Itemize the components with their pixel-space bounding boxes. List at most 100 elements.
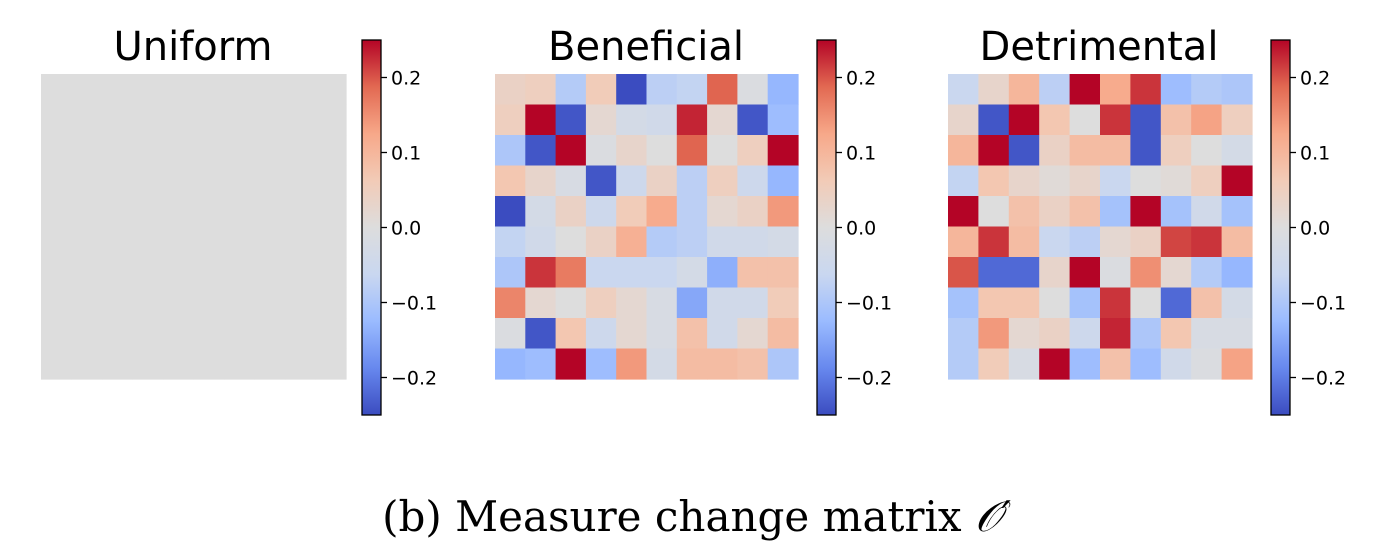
heatmap-cell (1221, 104, 1253, 136)
heatmap-cell (1008, 135, 1040, 167)
heatmap-cell (676, 196, 708, 228)
heatmap-cell (71, 257, 103, 289)
heatmap-cell (1008, 104, 1040, 136)
heatmap-cell (646, 318, 678, 350)
heatmap-cell (555, 348, 587, 380)
heatmap-cell (676, 104, 708, 136)
colorbar-gradient (816, 39, 837, 416)
heatmap-cell (1008, 165, 1040, 197)
heatmap-cell (1100, 226, 1131, 258)
colorbar-tick-label: −0.2 (391, 368, 437, 390)
heatmap-cell (1130, 257, 1162, 289)
heatmap-cell (1130, 226, 1162, 258)
heatmap-cell (315, 348, 347, 380)
heatmap-cell (315, 74, 347, 106)
heatmap-cell (676, 135, 708, 167)
heatmap-cell (1100, 348, 1131, 380)
heatmap-cell (163, 196, 195, 228)
heatmap-cell (1069, 104, 1101, 136)
heatmap-cell (285, 104, 317, 136)
colorbar-uniform: 0.2 0.1 0.0 −0.1 −0.2 (361, 39, 437, 416)
colorbar-tick-label: 0.1 (1300, 143, 1330, 165)
heatmap-cell (71, 196, 103, 228)
heatmap-cell (41, 257, 73, 289)
heatmap-cell (41, 135, 73, 167)
heatmap-cell (1191, 165, 1223, 197)
heatmap-cell (495, 226, 526, 258)
heatmap-cell (254, 318, 286, 350)
heatmap-cell (224, 348, 256, 380)
heatmap-cell (132, 196, 164, 228)
heatmap-cell (495, 165, 526, 197)
heatmap-cell (767, 196, 799, 228)
heatmap-cell (1069, 318, 1101, 350)
heatmap-cell (585, 348, 617, 380)
heatmap-cell (102, 135, 134, 167)
heatmap-cell (616, 135, 648, 167)
heatmap-cell (224, 104, 256, 136)
heatmap-cell (163, 287, 195, 319)
heatmap-cell (555, 318, 587, 350)
heatmap-cell (495, 196, 526, 228)
heatmap-cell (1221, 287, 1253, 319)
colorbar-tick-label: 0.1 (846, 143, 876, 165)
heatmap-cell (616, 318, 648, 350)
heatmap-cell (41, 196, 73, 228)
panel-beneficial: Beneficial 0.2 0.1 0.0 −0.1 −0.2 (495, 24, 892, 416)
heatmap-cell (978, 318, 1010, 350)
heatmap-uniform (41, 74, 347, 380)
heatmap-cell (1221, 226, 1253, 258)
heatmap-cell (315, 287, 347, 319)
heatmap-cell (555, 74, 587, 106)
heatmap-cell (315, 165, 347, 197)
heatmap-cell (71, 226, 103, 258)
colorbar-tick-label: 0.1 (391, 143, 421, 165)
colorbar-tick-label: 0.0 (1300, 218, 1330, 240)
heatmap-cell (132, 257, 164, 289)
heatmap-cell (193, 196, 225, 228)
heatmap-cell (163, 318, 195, 350)
heatmap-cell (1069, 196, 1101, 228)
colorbar-beneficial: 0.2 0.1 0.0 −0.1 −0.2 (816, 39, 892, 416)
heatmap-cell (707, 226, 738, 258)
heatmap-cell (646, 135, 678, 167)
heatmap-cell (1130, 104, 1162, 136)
heatmap-cell (132, 287, 164, 319)
heatmap-cell (1160, 104, 1192, 136)
heatmap-cell (1039, 104, 1071, 136)
heatmap-cell (767, 165, 799, 197)
heatmap-cell (948, 165, 979, 197)
heatmap-cell (525, 226, 557, 258)
heatmap-cell (41, 165, 73, 197)
heatmap-cell (1008, 287, 1040, 319)
heatmap-cell (948, 287, 979, 319)
heatmap-cell (495, 348, 526, 380)
heatmap-cell (1008, 74, 1040, 106)
figure-caption: (b) Measure change matrix 𝒪′ (0, 492, 1393, 542)
colorbar-detrimental: 0.2 0.1 0.0 −0.1 −0.2 (1270, 39, 1346, 416)
heatmap-cell (1130, 74, 1162, 106)
heatmap-cell (737, 104, 769, 136)
heatmap-cell (646, 257, 678, 289)
heatmap-cell (285, 165, 317, 197)
heatmap-cell (1160, 287, 1192, 319)
heatmap-cell (1069, 257, 1101, 289)
heatmap-cell (1221, 318, 1253, 350)
heatmap-cell (102, 165, 134, 197)
heatmap-cell (102, 104, 134, 136)
heatmap-cell (193, 257, 225, 289)
heatmap-cell (1191, 287, 1223, 319)
heatmap-cell (254, 74, 286, 106)
heatmap-cell (1039, 287, 1071, 319)
panel-title-detrimental: Detrimental (980, 24, 1219, 70)
heatmap-cell (224, 74, 256, 106)
heatmap-cell (737, 348, 769, 380)
heatmap-cell (41, 318, 73, 350)
heatmap-cell (1191, 196, 1223, 228)
heatmap-cell (1008, 318, 1040, 350)
heatmap-cell (102, 196, 134, 228)
heatmap-cell (1130, 196, 1162, 228)
heatmap-cell (71, 318, 103, 350)
heatmap-cell (1191, 135, 1223, 167)
